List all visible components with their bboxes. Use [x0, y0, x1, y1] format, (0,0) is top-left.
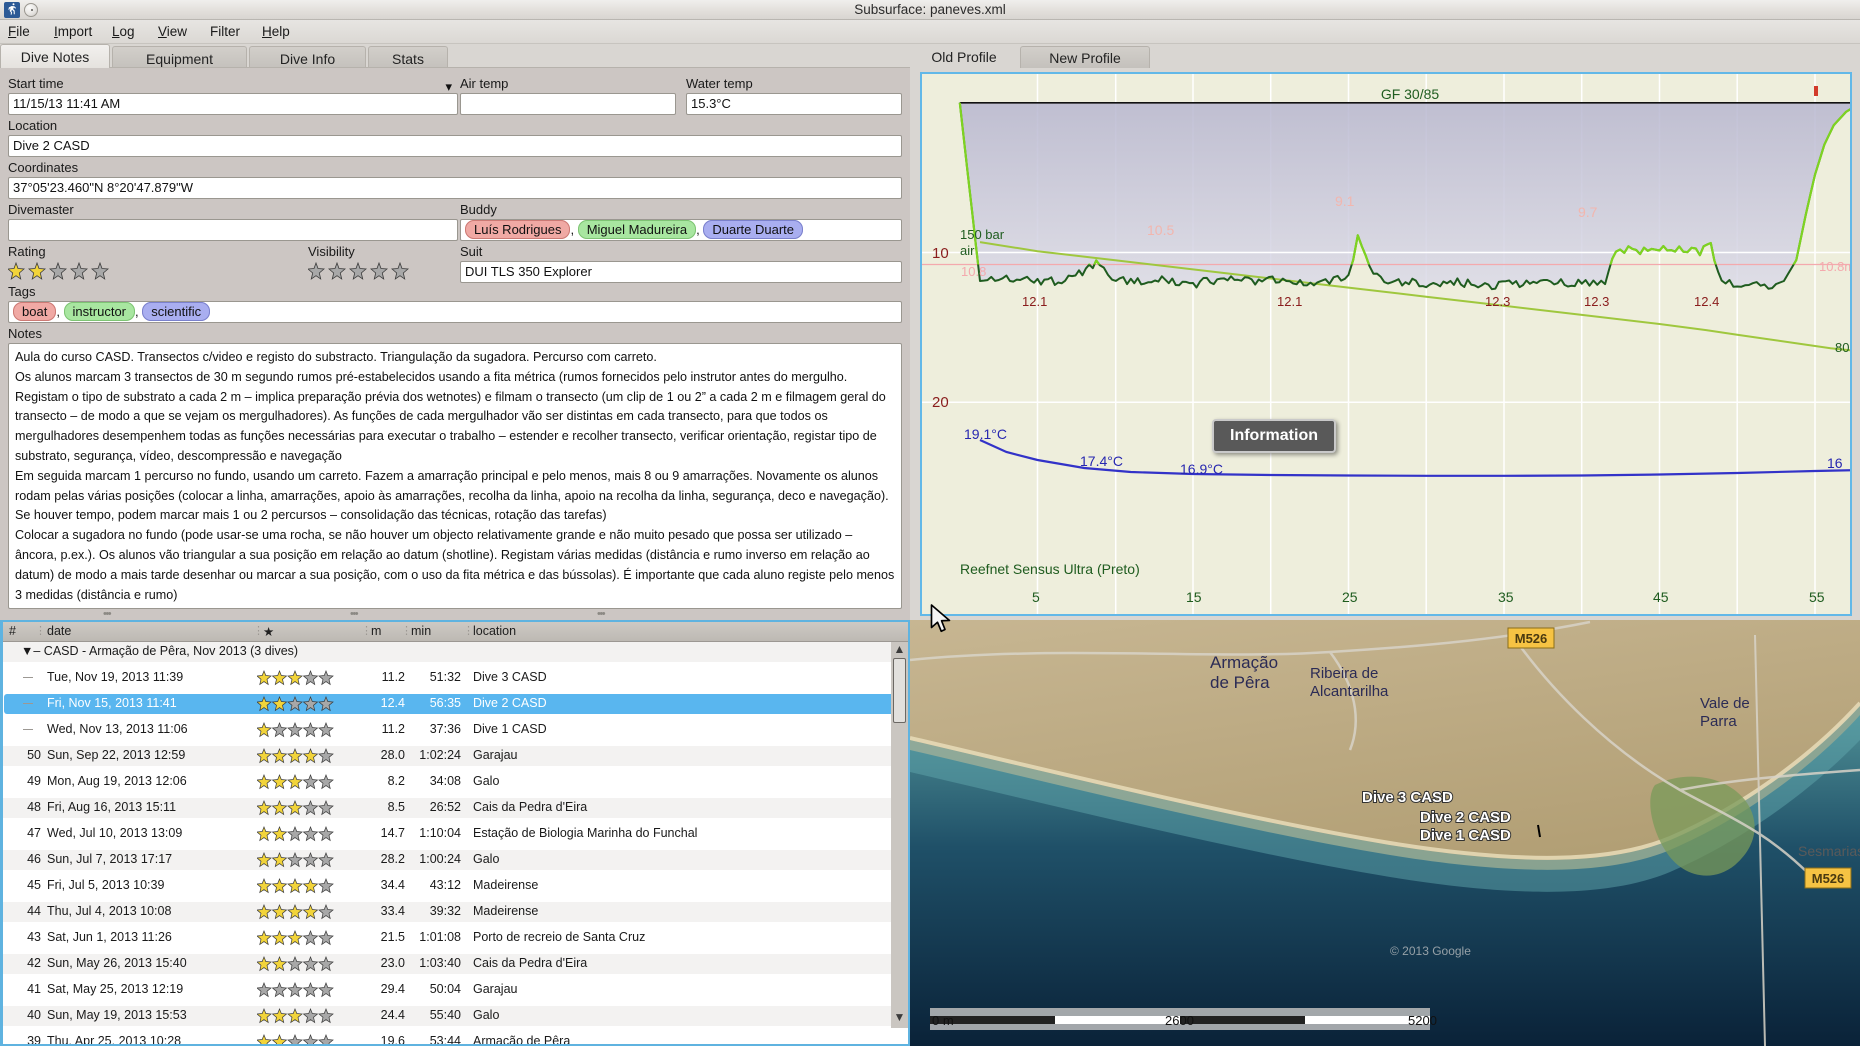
svg-text:M526: M526 [1515, 631, 1548, 646]
svg-text:10.8: 10.8 [961, 264, 986, 279]
svg-text:10: 10 [932, 245, 949, 262]
svg-text:12.1: 12.1 [1277, 294, 1302, 309]
svg-text:0 m: 0 m [932, 1013, 954, 1028]
svg-text:5200: 5200 [1408, 1013, 1437, 1028]
svg-text:5: 5 [1032, 589, 1040, 605]
svg-text:12.3: 12.3 [1584, 294, 1609, 309]
svg-text:80: 80 [1835, 340, 1849, 355]
svg-text:GF 30/85: GF 30/85 [1381, 86, 1440, 102]
svg-text:25: 25 [1342, 589, 1358, 605]
svg-text:150 bar: 150 bar [960, 227, 1005, 242]
svg-text:17.4°C: 17.4°C [1080, 453, 1123, 469]
svg-text:air: air [960, 243, 975, 258]
svg-text:Ribeira de: Ribeira de [1310, 665, 1378, 682]
svg-text:16.9°C: 16.9°C [1180, 461, 1223, 477]
svg-text:12.1: 12.1 [1022, 294, 1047, 309]
svg-text:Sesmarias: Sesmarias [1798, 843, 1860, 859]
svg-text:Dive 1 CASD: Dive 1 CASD [1420, 827, 1511, 844]
svg-text:35: 35 [1498, 589, 1514, 605]
svg-text:2600: 2600 [1165, 1013, 1194, 1028]
svg-text:15: 15 [1186, 589, 1202, 605]
svg-text:12.3: 12.3 [1485, 294, 1510, 309]
svg-text:16: 16 [1827, 455, 1843, 471]
svg-text:de Pêra: de Pêra [1210, 673, 1270, 692]
svg-text:Armação: Armação [1210, 653, 1278, 672]
svg-text:19.1°C: 19.1°C [964, 426, 1007, 442]
svg-text:20: 20 [932, 394, 949, 411]
svg-text:10.5: 10.5 [1147, 222, 1174, 238]
svg-text:9.7: 9.7 [1578, 204, 1598, 220]
svg-text:Parra: Parra [1700, 713, 1737, 730]
svg-text:45: 45 [1653, 589, 1669, 605]
svg-text:Alcantarilha: Alcantarilha [1310, 683, 1389, 700]
svg-text:9.1: 9.1 [1335, 193, 1355, 209]
svg-text:M526: M526 [1812, 871, 1845, 886]
svg-text:Vale de: Vale de [1700, 695, 1750, 712]
svg-text:55: 55 [1809, 589, 1825, 605]
svg-text:Dive 3 CASD: Dive 3 CASD [1362, 789, 1453, 806]
svg-text:Dive 2 CASD: Dive 2 CASD [1420, 809, 1511, 826]
svg-text:© 2013 Google: © 2013 Google [1390, 944, 1471, 958]
svg-text:10.8m: 10.8m [1819, 259, 1852, 274]
svg-text:12.4: 12.4 [1694, 294, 1719, 309]
svg-text:Reefnet Sensus Ultra (Preto): Reefnet Sensus Ultra (Preto) [960, 561, 1140, 577]
